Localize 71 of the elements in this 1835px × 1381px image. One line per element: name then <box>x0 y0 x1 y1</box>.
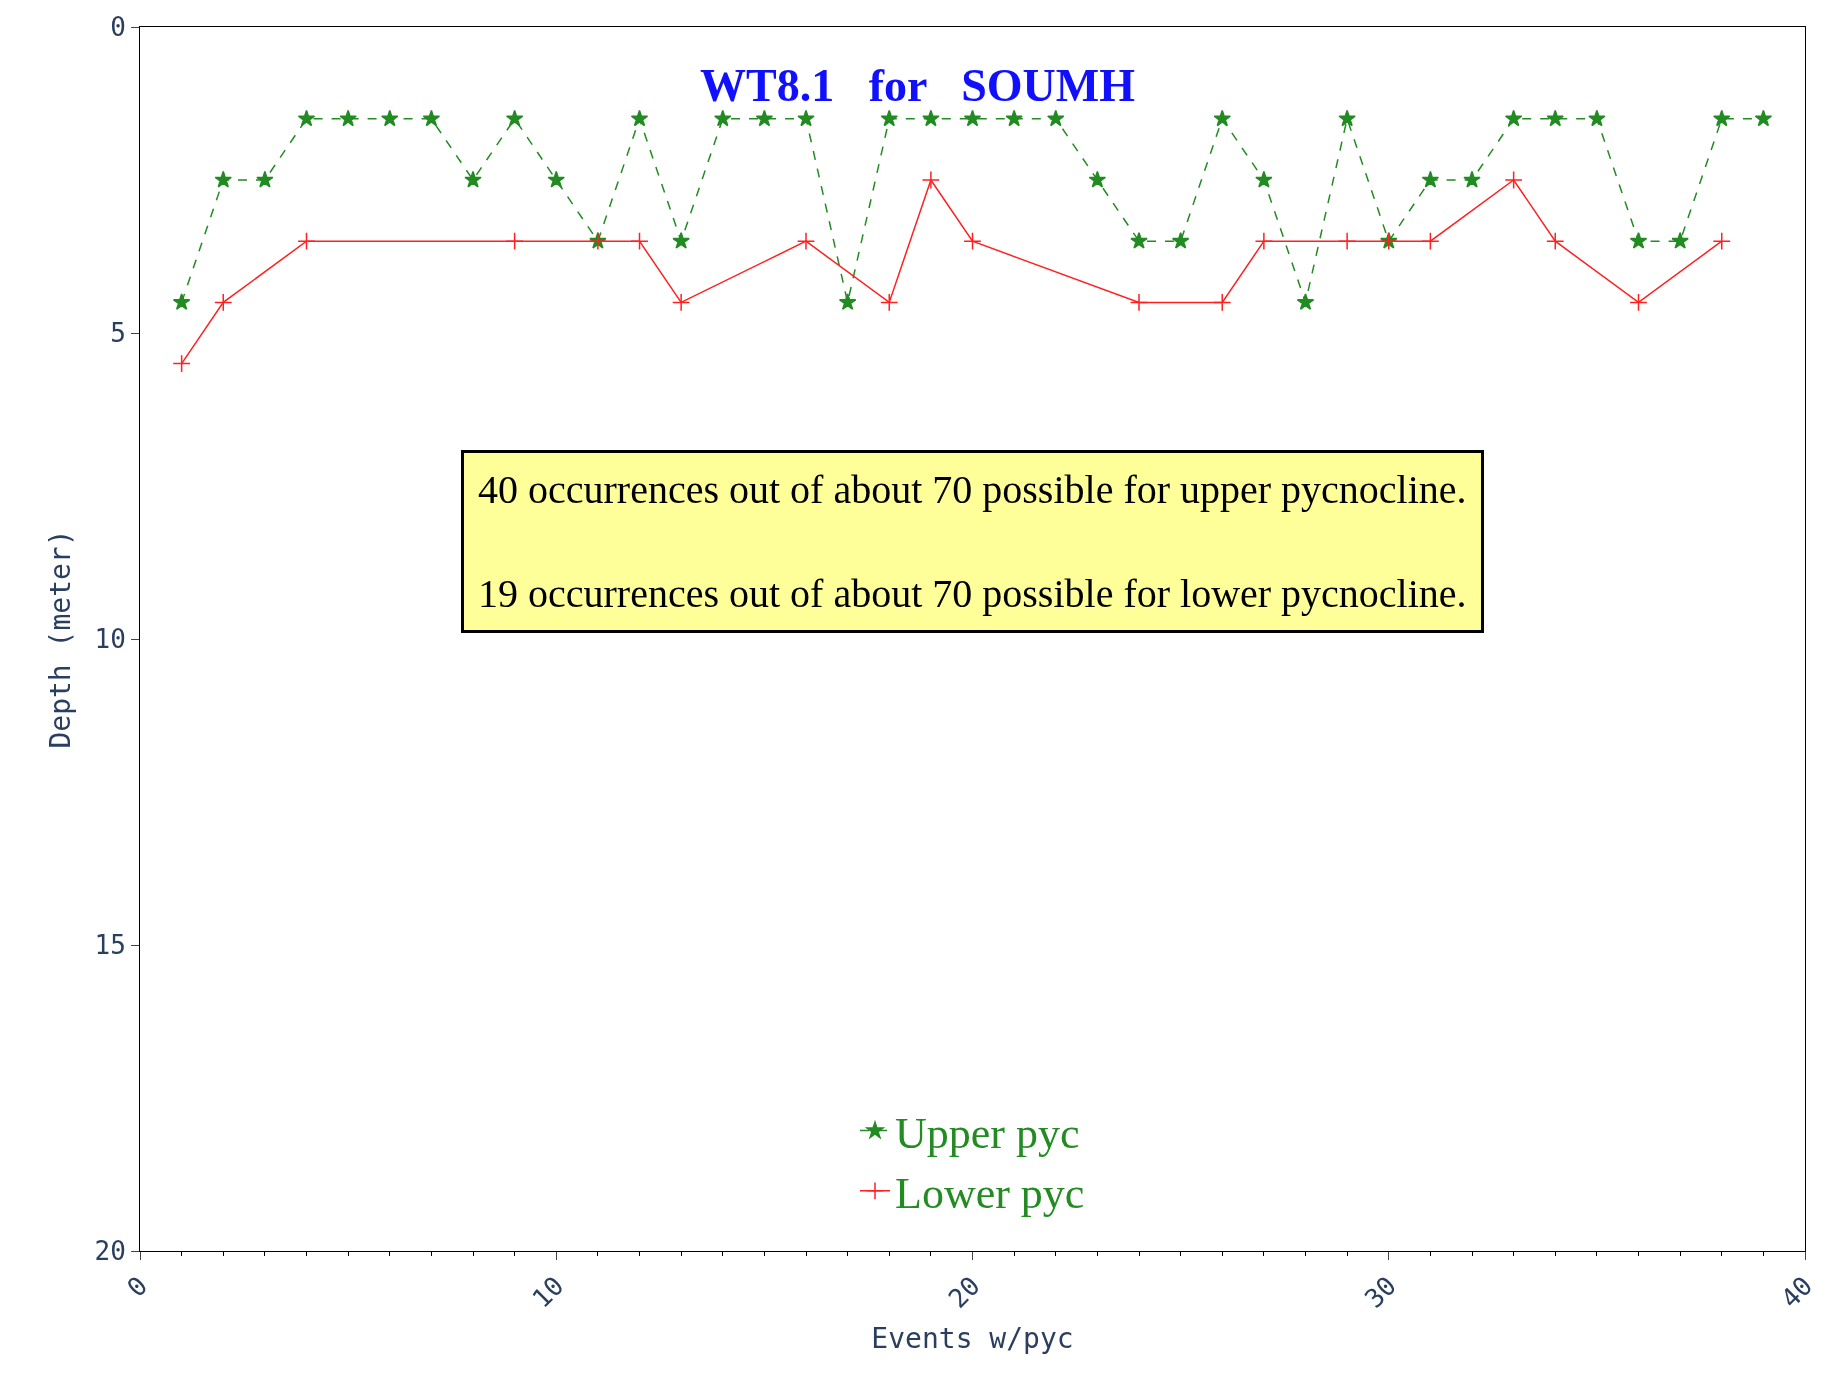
point <box>256 170 274 188</box>
y-tick-label: 20 <box>94 1236 126 1267</box>
point <box>921 170 941 190</box>
point <box>671 293 691 312</box>
point <box>547 170 565 188</box>
point <box>1130 232 1148 249</box>
point <box>1296 293 1315 310</box>
point <box>1213 109 1231 127</box>
point <box>464 170 482 188</box>
point <box>1713 109 1731 127</box>
point <box>880 293 899 312</box>
point <box>1546 109 1564 127</box>
point <box>1255 170 1273 188</box>
point <box>1338 109 1356 127</box>
point <box>214 170 232 188</box>
point <box>297 109 316 127</box>
point <box>1129 293 1149 312</box>
point <box>1254 232 1274 251</box>
point <box>1546 232 1565 251</box>
point <box>1629 293 1648 312</box>
point <box>1504 109 1523 127</box>
point <box>922 109 940 127</box>
legend-label: Lower pyc <box>895 1168 1085 1218</box>
point <box>1588 109 1606 127</box>
point <box>172 293 191 310</box>
x-tick-label: 40 <box>1775 1270 1819 1314</box>
point <box>1671 232 1689 249</box>
point <box>630 232 649 251</box>
text: WT8.1 for SOUMH <box>700 60 1136 112</box>
y-tick-label: 5 <box>110 318 126 349</box>
point <box>381 109 399 127</box>
legend-label: Upper pyc <box>895 1108 1080 1158</box>
annotation: 19 occurrences out of about 70 possible for lower pycnocline. <box>478 571 1467 616</box>
point <box>1213 293 1232 312</box>
y-tick-label: 0 <box>110 12 126 43</box>
point <box>838 293 857 310</box>
point <box>880 109 898 127</box>
point <box>1421 232 1440 251</box>
point <box>1047 109 1065 127</box>
point <box>1629 232 1648 249</box>
y-tick-label: 15 <box>94 930 126 961</box>
point <box>505 232 524 251</box>
x-tick-label: 20 <box>942 1270 986 1314</box>
point <box>1712 232 1731 251</box>
x-tick-label: 30 <box>1358 1270 1403 1314</box>
point <box>339 109 357 127</box>
y-axis-title: Depth (meter) <box>44 529 78 749</box>
x-axis-title: Events w/pyc <box>871 1321 1074 1355</box>
point <box>297 232 316 251</box>
point <box>1171 232 1190 249</box>
point <box>1463 170 1481 188</box>
point <box>714 109 732 127</box>
point <box>214 293 233 312</box>
point <box>422 109 441 127</box>
point <box>1754 109 1773 127</box>
point <box>1088 170 1107 188</box>
point <box>755 109 774 127</box>
annotation: 40 occurrences out of about 70 possible for upper pycnocline. <box>478 467 1467 512</box>
point <box>1504 170 1523 190</box>
y-tick-label: 10 <box>94 624 126 655</box>
point <box>963 232 982 251</box>
point <box>963 109 982 127</box>
point <box>1005 109 1023 127</box>
point <box>797 109 815 127</box>
x-tick-label: 10 <box>526 1270 570 1314</box>
point <box>1421 170 1440 188</box>
point <box>505 109 524 127</box>
point <box>796 232 816 251</box>
point <box>672 232 690 249</box>
point <box>630 109 649 127</box>
point <box>172 354 191 373</box>
